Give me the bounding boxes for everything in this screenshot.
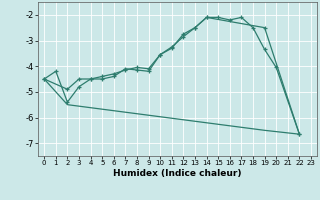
X-axis label: Humidex (Indice chaleur): Humidex (Indice chaleur) bbox=[113, 169, 242, 178]
